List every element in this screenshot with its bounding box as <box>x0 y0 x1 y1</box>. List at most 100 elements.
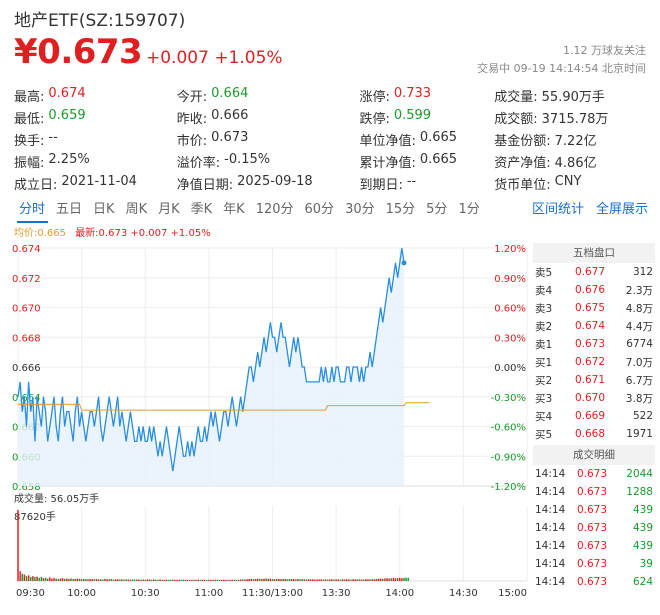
stat-value: 0.599 <box>393 107 432 123</box>
volume-bar <box>85 579 87 581</box>
volume-bar <box>49 577 51 581</box>
order-book-row: 卖3 0.675 4.8万 <box>533 299 655 317</box>
volume-bar <box>57 578 60 581</box>
volume-bar <box>123 579 125 581</box>
stats-row: 最高: 0.674 今开: 0.664 涨停: 0.733 成交量: 55.90万手 <box>14 84 654 106</box>
trade-row: 14:14 0.673 439 <box>533 519 655 537</box>
x-tick-label: 11:00 <box>194 588 223 599</box>
tab-30分[interactable]: 30分 <box>345 202 375 217</box>
volume-bar <box>331 579 333 581</box>
order-price: 0.669 <box>574 410 605 422</box>
volume-bar <box>119 579 121 581</box>
stat-label: 溢价率: <box>176 155 221 171</box>
volume-bar <box>121 579 123 581</box>
fullscreen-button[interactable]: 全屏展示 <box>595 202 648 217</box>
volume-bar <box>46 578 49 581</box>
latest-point <box>401 260 407 266</box>
tab-周K[interactable]: 周K <box>125 202 148 217</box>
tab-5分[interactable]: 5分 <box>426 202 448 217</box>
stat-label: 振幅: <box>14 155 45 171</box>
fund-title: 地产ETF(SZ:159707) <box>14 11 186 31</box>
intraday-chart[interactable]: 0.6740.6720.6700.6680.6660.6640.6620.660… <box>0 236 530 606</box>
volume-bar <box>142 579 144 581</box>
volume-bar <box>172 579 174 581</box>
tab-季K[interactable]: 季K <box>190 202 213 217</box>
stat-item: 换手: -- <box>14 130 177 149</box>
tab-月K[interactable]: 月K <box>158 202 180 217</box>
volume-bar <box>259 578 261 581</box>
tab-1分[interactable]: 1分 <box>458 202 480 217</box>
volume-bar <box>34 576 36 581</box>
stat-label: 货币单位: <box>494 177 551 193</box>
volume-bar <box>271 579 274 581</box>
volume-bar <box>180 579 183 581</box>
trade-time: 14:14 <box>535 540 566 552</box>
order-level: 卖3 <box>535 302 553 315</box>
volume-bar <box>201 579 204 581</box>
tab-15分[interactable]: 15分 <box>385 202 416 217</box>
stat-label: 成交额: <box>494 111 538 127</box>
volume-bar <box>68 578 70 581</box>
order-price: 0.674 <box>574 320 605 332</box>
current-price: ¥0.673 <box>14 32 143 72</box>
volume-bar <box>371 579 373 581</box>
volume-bar <box>333 579 335 581</box>
volume-bar <box>299 579 301 581</box>
y-pct-label: -0.90% <box>491 452 526 463</box>
volume-bar <box>191 579 193 581</box>
stat-label: 市价: <box>176 133 208 149</box>
volume-bar <box>91 579 93 581</box>
tab-日K[interactable]: 日K <box>93 202 115 217</box>
avg-price-legend: 均价:0.665 <box>14 228 66 239</box>
order-volume: 4.4万 <box>625 320 653 333</box>
volume-bar <box>114 579 117 581</box>
order-volume: 6774 <box>626 338 653 350</box>
volume-bar <box>248 578 250 581</box>
volume-bar <box>36 576 38 581</box>
stats-row: 振幅: 2.25% 溢价率: -0.15% 累计净值: 0.665 资产净值: 4.86亿 <box>14 150 654 172</box>
range-stats-button[interactable]: 区间统计 <box>531 202 584 217</box>
trade-price: 0.673 <box>576 504 607 516</box>
trade-time: 14:14 <box>535 504 566 516</box>
volume-bar <box>250 578 253 581</box>
volume-bar <box>305 579 308 581</box>
tab-分时[interactable]: 分时 <box>14 199 51 223</box>
stat-value: 0.665 <box>419 151 458 167</box>
tab-60分[interactable]: 60分 <box>304 202 335 217</box>
volume-bar <box>25 576 28 581</box>
volume-bar <box>403 577 405 581</box>
volume-bar <box>290 579 293 581</box>
stat-label: 最高: <box>14 89 45 105</box>
tab-年K[interactable]: 年K <box>223 202 245 217</box>
volume-bar <box>59 578 62 581</box>
stat-label: 换手: <box>14 133 45 149</box>
volume-bar <box>104 578 106 581</box>
followers-count[interactable]: 1.12 万球友关注 <box>563 44 646 57</box>
trade-price: 0.673 <box>576 576 607 588</box>
chart-tabs: 分时 五日 日K 周K 月K 季K 年K 120分 60分 30分 15分 5分 1分 区间统计 全屏展示 <box>14 199 654 223</box>
volume-bar <box>273 579 276 581</box>
volume-bar <box>407 577 409 581</box>
volume-bar <box>405 577 407 581</box>
volume-bar <box>17 510 19 581</box>
y-pct-label: -0.30% <box>491 393 526 404</box>
stat-value: -- <box>48 129 58 145</box>
order-book-row: 卖1 0.673 6774 <box>533 335 655 353</box>
trade-detail-title: 成交明细 <box>533 445 655 465</box>
order-price: 0.670 <box>574 392 605 404</box>
order-price: 0.677 <box>574 266 605 278</box>
trade-volume: 439 <box>632 504 653 516</box>
volume-bar <box>297 579 299 581</box>
tab-五日[interactable]: 五日 <box>56 202 83 217</box>
tab-actions: 区间统计 全屏展示 <box>526 199 654 221</box>
volume-bar <box>93 579 96 581</box>
trade-time: 14:14 <box>535 558 566 570</box>
order-level: 卖4 <box>535 284 553 297</box>
volume-bar <box>269 578 272 581</box>
volume-bar <box>186 579 189 581</box>
stat-label: 单位净值: <box>359 133 416 149</box>
stat-value: 2.25% <box>48 151 90 167</box>
tab-120分[interactable]: 120分 <box>255 202 294 217</box>
y-pct-label: -1.20% <box>491 482 526 493</box>
